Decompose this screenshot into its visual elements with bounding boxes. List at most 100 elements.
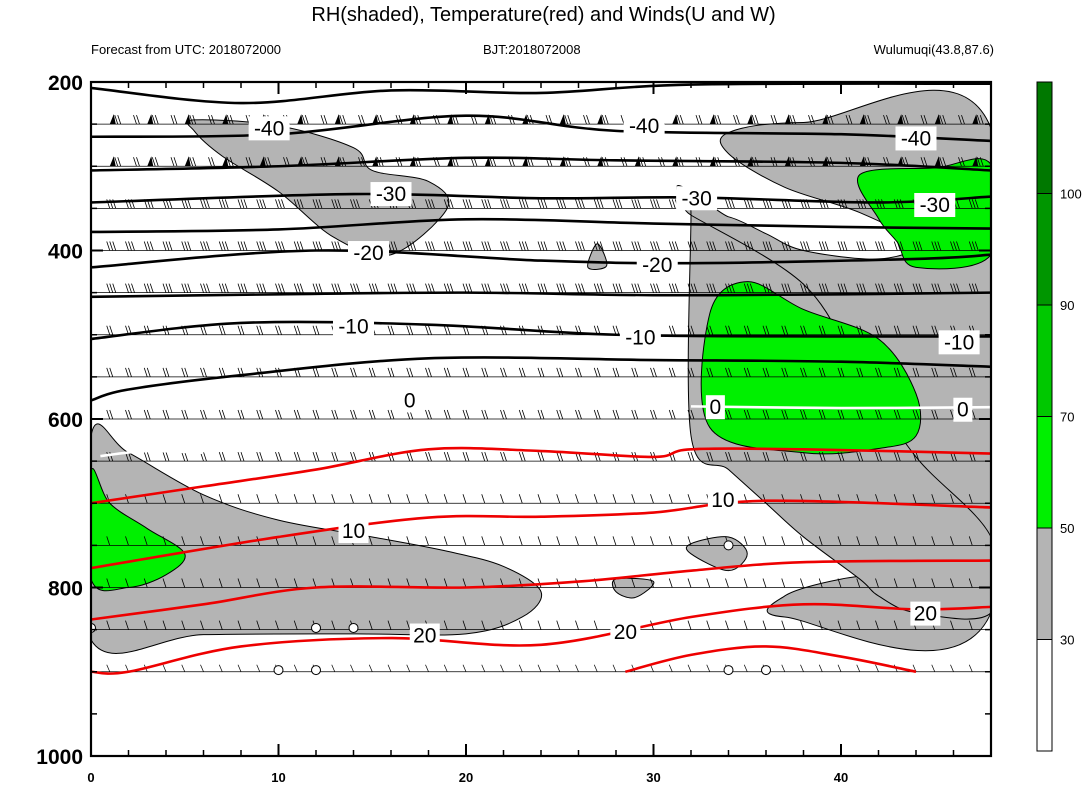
wind-barb <box>143 578 148 588</box>
colorbar-label: 30 <box>1060 633 1074 648</box>
wind-barb <box>500 620 504 630</box>
wind-barb <box>275 620 279 630</box>
wind-barb <box>334 114 347 125</box>
wind-barb <box>462 241 473 251</box>
wind-barb <box>293 241 304 251</box>
svg-text:-10: -10 <box>625 326 655 349</box>
wind-barb <box>631 536 636 546</box>
wind-barb <box>781 325 789 335</box>
wind-barb <box>706 325 714 335</box>
wind-barb <box>559 156 572 167</box>
wind-barb <box>500 536 504 546</box>
wind-barb <box>368 367 376 378</box>
wind-barb <box>297 114 309 125</box>
isotherm <box>91 559 991 621</box>
wind-barb <box>743 536 748 546</box>
wind-barb <box>743 620 748 630</box>
wind-barb <box>500 664 504 672</box>
wind-barb <box>218 664 223 672</box>
wind-barb <box>143 283 154 293</box>
wind-barb <box>770 114 778 125</box>
wind-barb <box>481 409 489 420</box>
wind-barb <box>387 409 395 420</box>
wind-barb <box>481 241 492 251</box>
wind-barb <box>406 367 414 378</box>
wind-barb <box>368 664 373 672</box>
wind-barb <box>462 409 470 420</box>
wind-barb <box>222 156 234 167</box>
wind-barb <box>743 367 751 378</box>
wind-barb <box>368 283 379 293</box>
isotherm <box>91 356 991 402</box>
wind-barb <box>293 664 298 672</box>
temperature-contours-layer <box>91 82 991 675</box>
wind-barb <box>181 283 192 293</box>
contour-label: -30 <box>676 186 718 211</box>
wind-barb <box>837 325 845 335</box>
wind-barb <box>350 367 357 378</box>
wind-barb <box>725 199 735 209</box>
wind-barb <box>612 325 620 335</box>
wind-barb <box>800 620 804 630</box>
y-tick-label: 1000 <box>36 746 83 769</box>
wind-barb <box>762 409 770 420</box>
wind-barb <box>537 241 548 251</box>
wind-barb <box>668 367 676 378</box>
isotherm <box>91 291 991 299</box>
wind-barb <box>425 241 435 251</box>
wind-barb <box>800 241 810 251</box>
wind-barb <box>687 325 695 335</box>
svg-text:20: 20 <box>914 603 937 626</box>
wind-barb <box>481 664 486 672</box>
wind-barb <box>368 494 373 504</box>
wind-barb <box>709 114 722 125</box>
wind-barb <box>125 409 132 420</box>
wind-barb <box>293 451 301 462</box>
wind-barb <box>518 620 523 630</box>
wind-barb <box>462 451 470 462</box>
wind-barb <box>293 283 304 293</box>
colorbar-label: 50 <box>1060 521 1074 536</box>
wind-barb <box>237 620 242 630</box>
wind-barb <box>106 325 114 335</box>
wind-barb <box>259 156 272 167</box>
wind-barb <box>462 367 470 378</box>
wind-barb <box>687 664 692 672</box>
wind-barb <box>650 199 660 209</box>
wind-barb <box>387 367 395 378</box>
wind-barb <box>818 409 826 420</box>
wind-barb <box>256 325 264 335</box>
wind-barb <box>668 283 679 293</box>
wind-barb <box>358 114 365 125</box>
wind-barb <box>443 451 451 462</box>
svg-text:-30: -30 <box>920 194 950 217</box>
contour-label: -20 <box>636 252 678 277</box>
wind-barb <box>387 325 395 335</box>
wind-barb <box>968 536 973 546</box>
wind-barb <box>162 451 170 462</box>
wind-barb <box>800 409 807 420</box>
wind-barb <box>500 409 507 420</box>
wind-barb <box>612 536 617 546</box>
wind-barb <box>200 578 204 588</box>
wind-barb <box>893 409 901 420</box>
contour-label: -30 <box>370 182 412 207</box>
wind-barb <box>443 325 451 335</box>
wind-barb <box>237 578 242 588</box>
wind-barb <box>856 367 864 378</box>
wind-barb <box>612 578 617 588</box>
wind-barb <box>200 199 210 209</box>
svg-text:-30: -30 <box>681 187 711 210</box>
wind-barb <box>500 367 507 378</box>
colorbar: 30 50 70 90 100 <box>1036 81 1082 752</box>
wind-barb <box>856 283 867 293</box>
wind-barb <box>350 409 357 420</box>
svg-text:-20: -20 <box>353 242 383 265</box>
wind-barb <box>912 241 923 251</box>
y-tick-label: 200 <box>48 72 83 95</box>
wind-barb <box>818 367 826 378</box>
wind-barb <box>350 494 354 504</box>
wind-barb <box>725 367 732 378</box>
contour-labels-layer: -40 -40 -40 -30 -30 -30 -20 -20 -10 -10 -10 0 0 0 10 10… <box>248 113 980 648</box>
wind-barb <box>256 199 267 209</box>
